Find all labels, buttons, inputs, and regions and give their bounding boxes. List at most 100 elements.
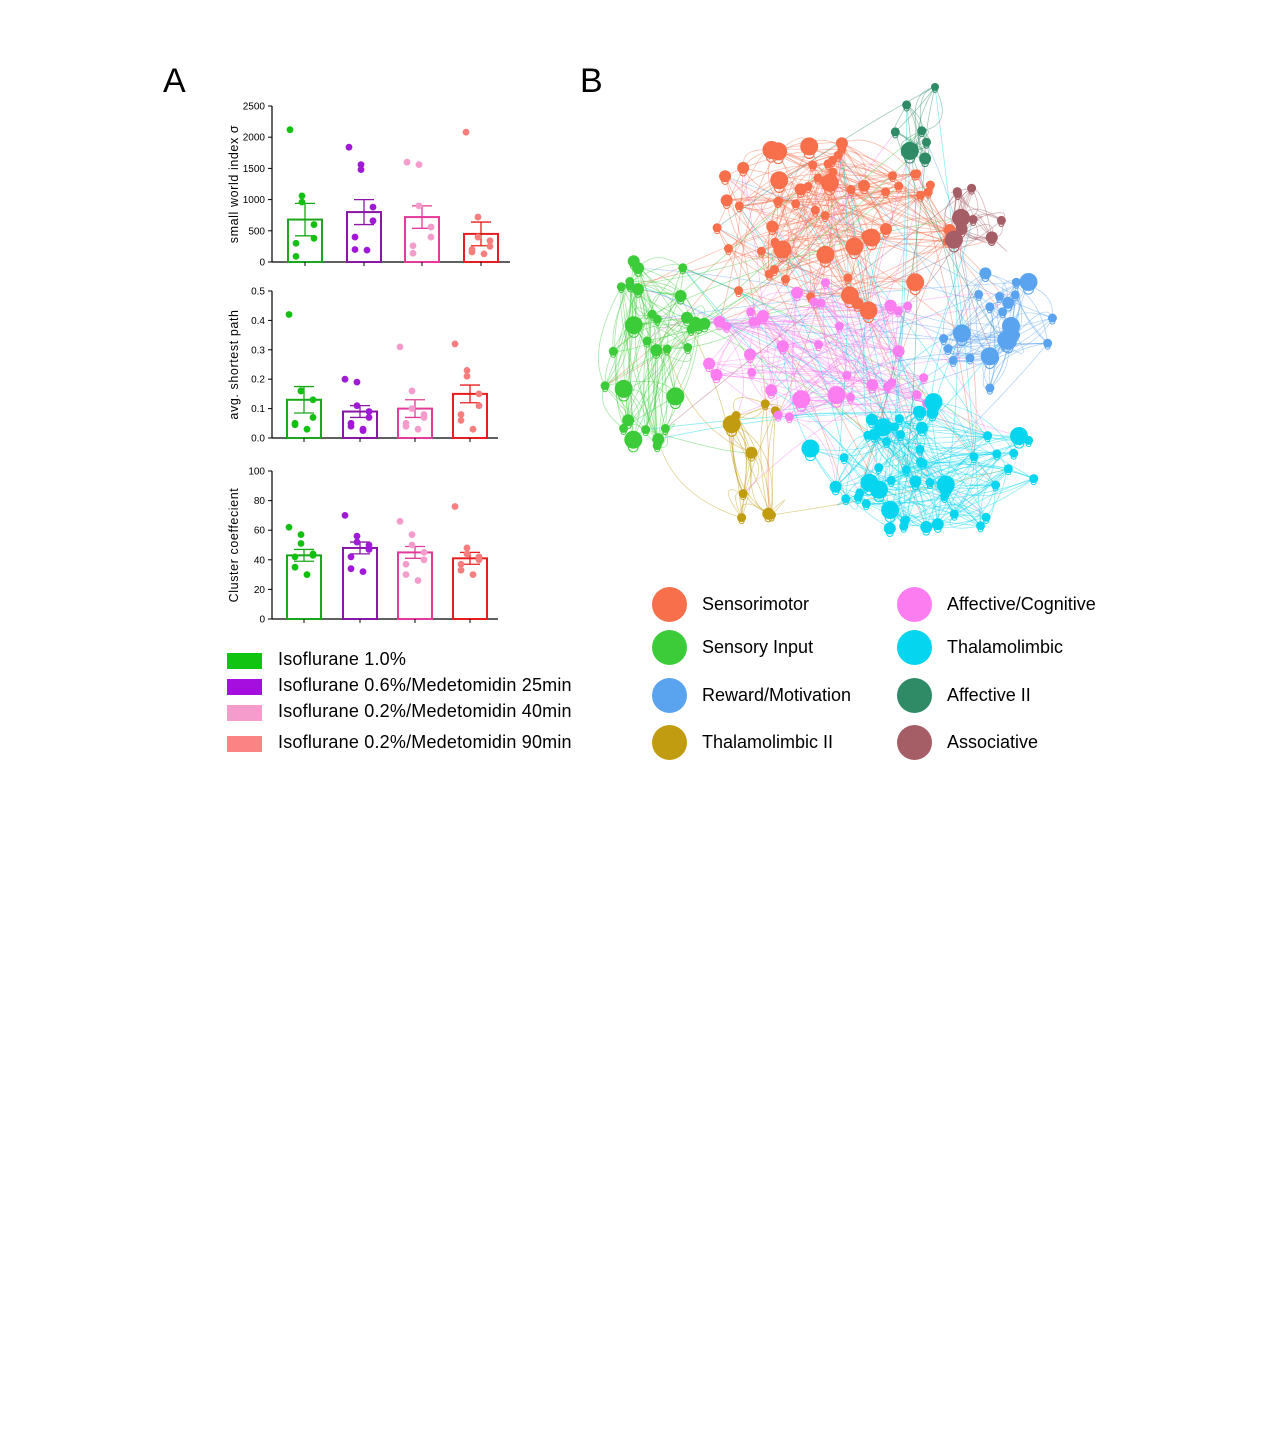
network-edge: [809, 146, 1009, 304]
network-node: [820, 173, 839, 192]
data-point: [347, 565, 355, 573]
network-node: [843, 273, 853, 283]
network-edge: [778, 151, 865, 187]
network-edge: [739, 205, 872, 238]
network-edge: [845, 498, 987, 518]
network-edge: [856, 303, 880, 490]
network-node-ring: [1013, 437, 1025, 449]
network-node-ring: [773, 182, 785, 193]
data-point: [347, 422, 355, 430]
network-edge: [841, 142, 950, 231]
network-node: [943, 344, 953, 354]
network-edge: [741, 410, 776, 518]
network-edge: [623, 281, 632, 429]
network-node-ring: [920, 378, 927, 385]
data-point: [291, 563, 299, 571]
network-node: [791, 199, 801, 209]
network-edge: [704, 322, 944, 339]
network-edge: [800, 386, 927, 404]
network-edge: [810, 240, 948, 298]
network-node-ring: [903, 105, 910, 112]
network-node-ring: [911, 174, 918, 181]
legend-label-reward-motivation: Reward/Motivation: [702, 685, 852, 705]
network-edge: [900, 429, 988, 436]
network-node-ring: [932, 87, 938, 93]
network-node-ring: [989, 238, 995, 245]
network-node-ring: [819, 256, 831, 268]
data-point: [463, 544, 471, 552]
legend-swatch-group-2: [227, 679, 262, 695]
network-node-ring: [886, 529, 894, 538]
network-edge: [906, 469, 939, 525]
network-node-ring: [903, 470, 910, 477]
network-edge: [788, 292, 798, 417]
bar: [452, 557, 488, 621]
network-node: [652, 441, 662, 451]
network-node: [894, 181, 904, 191]
network-node: [874, 463, 884, 473]
data-point: [353, 402, 361, 410]
data-point: [402, 560, 410, 568]
network-edge: [724, 176, 891, 511]
network-edge: [887, 386, 1020, 437]
network-edge: [604, 286, 629, 387]
network-edge: [841, 139, 915, 175]
network-node: [734, 286, 744, 296]
network-edge: [777, 254, 826, 416]
network-node: [881, 501, 900, 519]
network-edge: [665, 187, 972, 429]
network-node-ring: [722, 201, 731, 209]
network-edge: [818, 344, 924, 378]
network-node-ring: [618, 390, 630, 402]
y-tick-label: 0.5: [251, 287, 265, 298]
data-point: [285, 523, 293, 531]
network-node-ring: [1012, 295, 1019, 302]
network-node-ring: [955, 219, 967, 231]
network-node: [965, 353, 975, 363]
network-edge: [766, 410, 776, 516]
data-point: [486, 243, 494, 250]
network-edge: [954, 453, 998, 515]
y-tick-label: 0: [259, 615, 265, 626]
network-node-ring: [634, 269, 642, 277]
legend-dot-affective-ii: [897, 678, 932, 713]
network-node: [915, 421, 928, 434]
bar-chart-1: 0 500 1000 1500 2000 2500 small world index σ: [227, 102, 510, 269]
network-node-ring: [882, 192, 889, 199]
network-node: [1011, 277, 1021, 287]
network-node: [948, 355, 958, 365]
network-node: [794, 183, 807, 196]
network-node-ring: [922, 528, 931, 536]
network-node: [890, 127, 900, 137]
network-edge: [647, 314, 659, 440]
network-edge: [905, 504, 987, 521]
network-edge: [742, 377, 924, 494]
network-edge: [739, 189, 852, 207]
network-edge: [850, 150, 911, 398]
network-edge: [752, 321, 899, 352]
network-node: [632, 262, 645, 275]
network-edge: [810, 411, 920, 451]
y-tick-label: 0.0: [251, 434, 265, 445]
network-node: [882, 436, 891, 446]
legend-dot-sensorimotor: [652, 587, 687, 622]
network-edge: [623, 295, 681, 429]
data-point: [408, 405, 416, 412]
network-node: [909, 475, 922, 488]
network-edge: [726, 325, 779, 416]
network-node: [678, 263, 688, 273]
network-node-ring: [993, 454, 1000, 461]
network-edge: [789, 389, 917, 418]
network-node: [912, 405, 925, 418]
network-node: [650, 344, 663, 357]
network-node: [616, 282, 626, 292]
network-node: [941, 482, 954, 494]
network-edge: [845, 482, 931, 505]
data-point: [402, 571, 410, 578]
network-edge: [761, 177, 819, 252]
network-graph: [598, 83, 1057, 538]
network-node-ring: [975, 295, 982, 301]
network-edge: [738, 290, 921, 462]
network-edge: [837, 154, 887, 230]
